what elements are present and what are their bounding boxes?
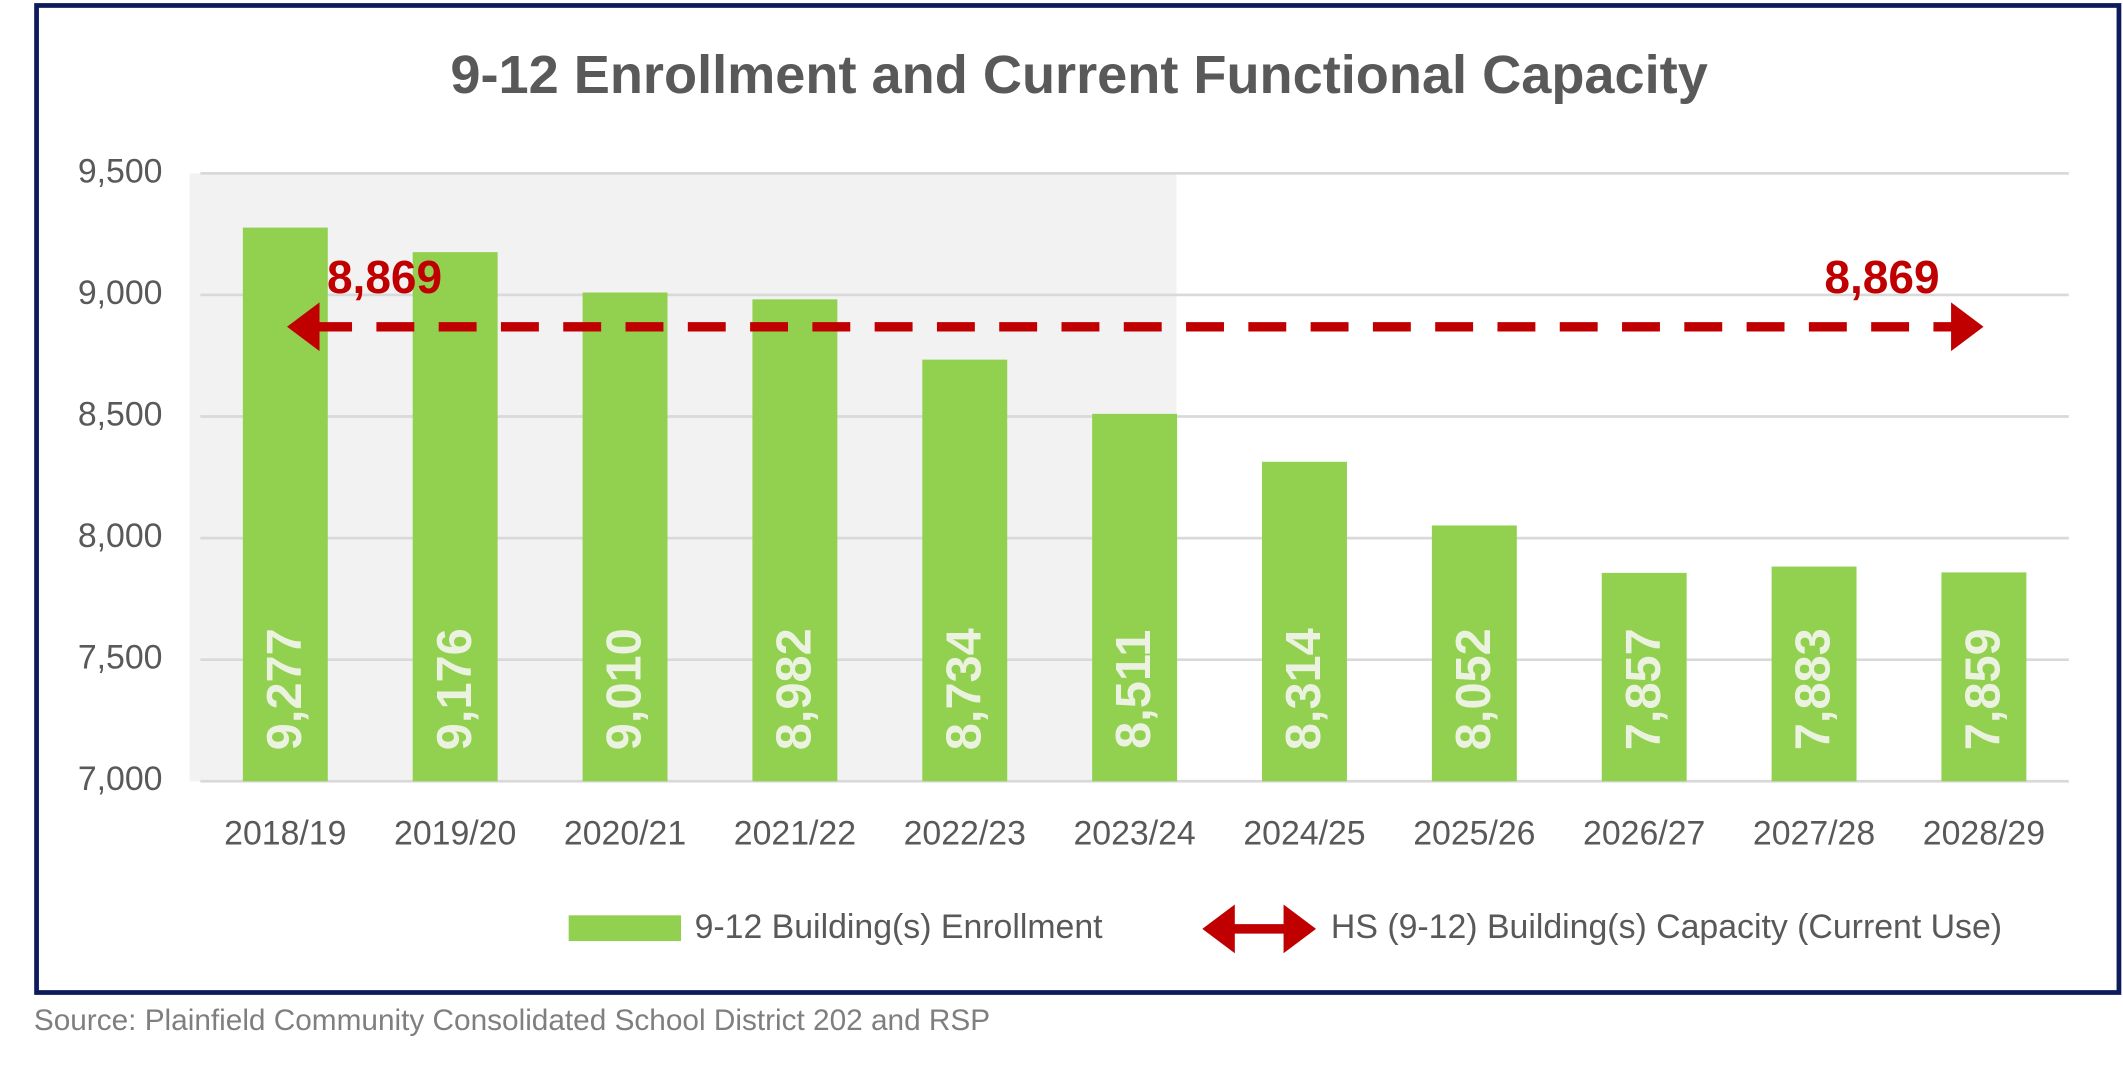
data-label: 7,857 — [1617, 628, 1671, 750]
bar — [1941, 572, 2027, 782]
bars — [242, 227, 2027, 782]
bar — [412, 252, 498, 782]
legend-swatch — [568, 915, 682, 942]
source-note: Source: Plainfield Community Consolidate… — [34, 1004, 990, 1037]
x-tick-label: 2027/28 — [1753, 814, 1875, 852]
data-label: 8,982 — [767, 628, 821, 750]
y-tick-label: 9,500 — [78, 152, 163, 190]
capacity-arrow — [287, 302, 320, 352]
bar — [922, 359, 1008, 782]
bar — [582, 292, 668, 782]
bar — [1092, 413, 1178, 782]
data-label: 8,314 — [1277, 628, 1331, 750]
chart-title: 9-12 Enrollment and Current Functional C… — [450, 45, 1707, 105]
x-tick-label: 2021/22 — [734, 814, 856, 852]
y-tick-label: 8,500 — [78, 395, 163, 433]
data-label: 7,883 — [1787, 628, 1841, 750]
bar — [1601, 572, 1687, 782]
data-label: 9,176 — [428, 628, 482, 750]
data-label: 8,052 — [1447, 628, 1501, 750]
x-tick-label: 2025/26 — [1413, 814, 1535, 852]
legend-arrow — [1283, 904, 1317, 954]
y-tick-label: 8,000 — [78, 517, 163, 555]
data-label: 9,010 — [598, 628, 652, 750]
y-tick-label: 7,000 — [78, 760, 163, 798]
bar — [1431, 525, 1517, 782]
y-tick-label: 9,000 — [78, 274, 163, 312]
y-tick-label: 7,500 — [78, 639, 163, 677]
capacity-label: 8,869 — [327, 251, 442, 303]
x-tick-label: 2020/21 — [564, 814, 686, 852]
bar — [1262, 461, 1347, 782]
legend-label: 9-12 Building(s) Enrollment — [695, 908, 1104, 946]
data-label: 9,277 — [258, 628, 312, 750]
legend-label: HS (9-12) Building(s) Capacity (Current … — [1331, 908, 2002, 946]
capacity-arrow — [1951, 302, 1984, 352]
x-tick-label: 2018/19 — [224, 814, 346, 852]
x-tick-label: 2019/20 — [394, 814, 516, 852]
data-label: 7,859 — [1956, 628, 2010, 750]
capacity-label: 8,869 — [1824, 251, 1939, 303]
data-label: 8,734 — [937, 628, 991, 750]
x-tick-label: 2024/25 — [1243, 814, 1365, 852]
legend-arrow — [1202, 904, 1235, 954]
history-shading — [189, 173, 1177, 782]
x-tick-label: 2022/23 — [904, 814, 1026, 852]
x-tick-label: 2023/24 — [1073, 814, 1195, 852]
x-tick-label: 2028/29 — [1923, 814, 2045, 852]
data-label: 8,511 — [1107, 630, 1161, 749]
bar — [752, 299, 838, 782]
x-tick-label: 2026/27 — [1583, 814, 1705, 852]
bar — [1771, 566, 1857, 782]
